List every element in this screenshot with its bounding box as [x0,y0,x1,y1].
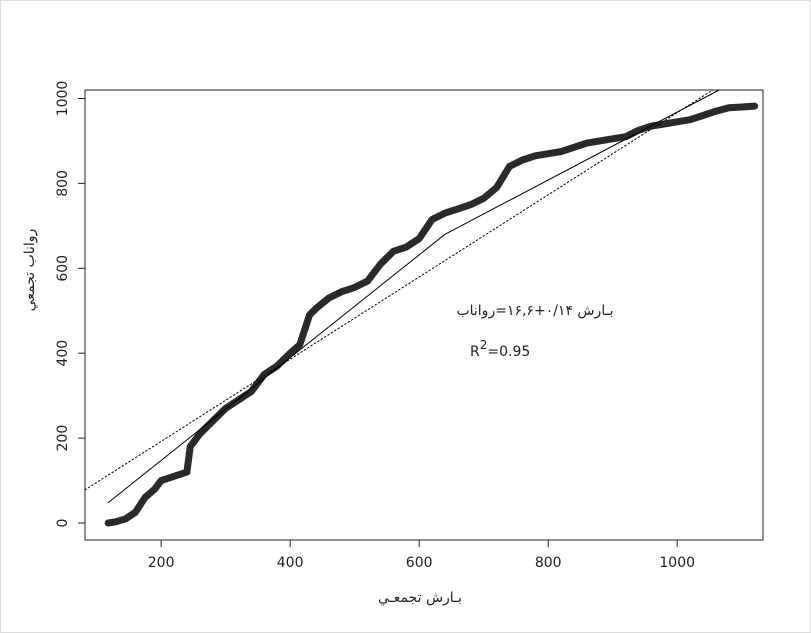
y-tick-label: 800 [55,170,71,197]
y-tick-label: 1000 [55,81,71,117]
y-tick-label: 400 [55,340,71,367]
plot-box [84,89,764,541]
series-line [84,89,714,491]
r2-base: R [470,344,480,360]
y-tick-label: 200 [55,425,71,452]
x-axis-label: بـارش تجمعـي [378,590,462,606]
r-squared: R2=0.95 [470,338,530,361]
series-line [104,102,759,527]
x-tick-label: 200 [148,555,175,571]
series-line [107,89,720,504]
y-tick-label: 0 [55,519,71,528]
x-tick-label: 800 [535,555,562,571]
y-tick-label: 600 [55,255,71,282]
y-axis-label: رواناب تجمعي [22,229,38,312]
equation: بـارش ۰/۱۴+۱۶,۶=رواناب [456,303,613,319]
x-tick-label: 1000 [659,555,695,571]
r2-sup: 2 [480,338,488,352]
x-tick-label: 400 [277,555,304,571]
r2-rest: =0.95 [487,344,530,360]
x-tick-label: 600 [406,555,433,571]
